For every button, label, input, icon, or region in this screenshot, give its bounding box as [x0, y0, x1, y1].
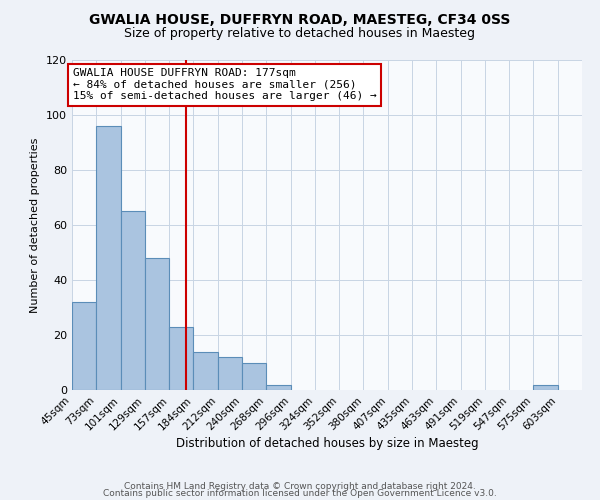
Bar — [533, 384, 558, 390]
Bar — [72, 302, 96, 390]
Bar — [266, 384, 290, 390]
Text: Contains public sector information licensed under the Open Government Licence v3: Contains public sector information licen… — [103, 490, 497, 498]
Text: Size of property relative to detached houses in Maesteg: Size of property relative to detached ho… — [125, 28, 476, 40]
Text: GWALIA HOUSE, DUFFRYN ROAD, MAESTEG, CF34 0SS: GWALIA HOUSE, DUFFRYN ROAD, MAESTEG, CF3… — [89, 12, 511, 26]
Text: GWALIA HOUSE DUFFRYN ROAD: 177sqm
← 84% of detached houses are smaller (256)
15%: GWALIA HOUSE DUFFRYN ROAD: 177sqm ← 84% … — [73, 68, 377, 102]
X-axis label: Distribution of detached houses by size in Maesteg: Distribution of detached houses by size … — [176, 438, 478, 450]
Bar — [96, 126, 121, 390]
Bar — [193, 352, 218, 390]
Y-axis label: Number of detached properties: Number of detached properties — [31, 138, 40, 312]
Bar — [218, 357, 242, 390]
Bar — [169, 327, 193, 390]
Bar — [121, 211, 145, 390]
Bar — [145, 258, 169, 390]
Bar — [242, 362, 266, 390]
Text: Contains HM Land Registry data © Crown copyright and database right 2024.: Contains HM Land Registry data © Crown c… — [124, 482, 476, 491]
